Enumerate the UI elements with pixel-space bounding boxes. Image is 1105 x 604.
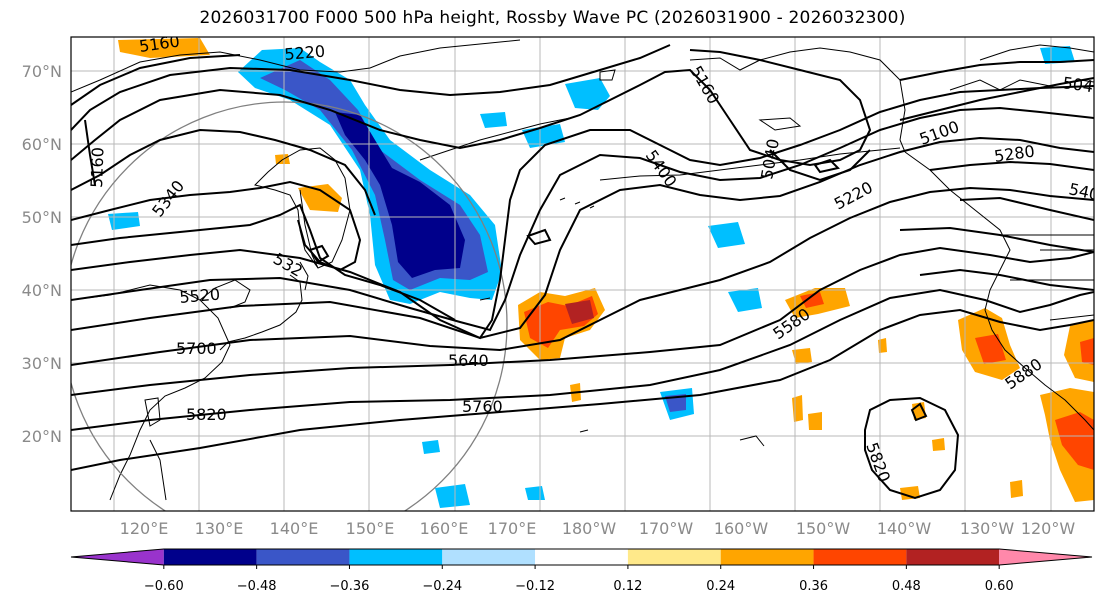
colorbar-segment [813, 549, 907, 565]
contour-label: 504 [1061, 73, 1094, 96]
colorbar-tick-label: 0.48 [892, 579, 921, 594]
colorbar-tick-label: 0.36 [799, 579, 828, 594]
height-contours [71, 44, 1094, 500]
colorbar-segment [442, 549, 536, 565]
colorbar-segment [627, 549, 721, 565]
lon-tick-label: 140°E [270, 519, 319, 538]
graticule [71, 37, 1094, 511]
lat-tick-label: 20°N [22, 427, 62, 446]
colorbar-segment [720, 549, 814, 565]
lon-tick-label: 170°W [639, 519, 694, 538]
contour-label: 5700 [176, 339, 217, 358]
reference-circle [71, 101, 508, 511]
lon-tick-label: 180°W [562, 519, 617, 538]
contour-label: 5520 [179, 285, 221, 307]
colorbar-tick-label: −0.12 [515, 579, 555, 594]
longitude-axis: 120°E 130°E 140°E 150°E 160°E 170°E 180°… [120, 519, 1076, 538]
lon-tick-label: 130°E [195, 519, 244, 538]
colorbar-tick-label: −0.24 [422, 579, 462, 594]
lat-tick-label: 50°N [22, 208, 62, 227]
colorbar-segment [906, 549, 1000, 565]
lon-tick-label: 120°E [120, 519, 169, 538]
lat-tick-label: 70°N [22, 62, 62, 81]
lon-tick-label: 120°W [1021, 519, 1076, 538]
lat-tick-label: 40°N [22, 281, 62, 300]
colorbar-segment [349, 549, 443, 565]
lon-tick-label: 150°W [796, 519, 851, 538]
colorbar-tick-label: −0.60 [144, 579, 184, 594]
colorbar-segment [71, 549, 164, 565]
lat-tick-label: 30°N [22, 354, 62, 373]
lon-tick-label: 160°E [420, 519, 469, 538]
colorbar-segment [163, 549, 257, 565]
contour-label: 5160 [138, 31, 181, 55]
lon-tick-label: 130°W [960, 519, 1015, 538]
colorbar-segment [535, 549, 628, 565]
colorbar-tick-label: −0.48 [237, 579, 277, 594]
colorbar-segment [999, 549, 1092, 565]
latitude-axis: 70°N 60°N 50°N 40°N 30°N 20°N [22, 62, 62, 446]
contour-label: 5760 [462, 397, 503, 416]
colorbar-tick-label: 0.24 [706, 579, 735, 594]
lon-tick-label: 170°E [488, 519, 537, 538]
colorbar-tick-label: −0.36 [330, 579, 370, 594]
map-title: 2026031700 F000 500 hPa height, Rossby W… [199, 8, 906, 28]
colorbar: −0.60 −0.48 −0.36 −0.24 −0.12 0.12 0.24 0.36 0.4… [70, 548, 1093, 594]
contour-label: 5220 [284, 42, 326, 64]
lon-tick-label: 140°W [877, 519, 932, 538]
plot-frame [70, 36, 1095, 512]
colorbar-tick-label: 0.12 [613, 579, 642, 594]
lon-tick-label: 160°W [714, 519, 769, 538]
contour-label: 5820 [186, 405, 227, 424]
colorbar-tick-label: 0.60 [985, 579, 1014, 594]
colorbar-segment [256, 549, 350, 565]
lon-tick-label: 150°E [346, 519, 395, 538]
contour-label: 5640 [448, 351, 489, 370]
contour-label: 5160 [87, 147, 107, 188]
lat-tick-label: 60°N [22, 135, 62, 154]
